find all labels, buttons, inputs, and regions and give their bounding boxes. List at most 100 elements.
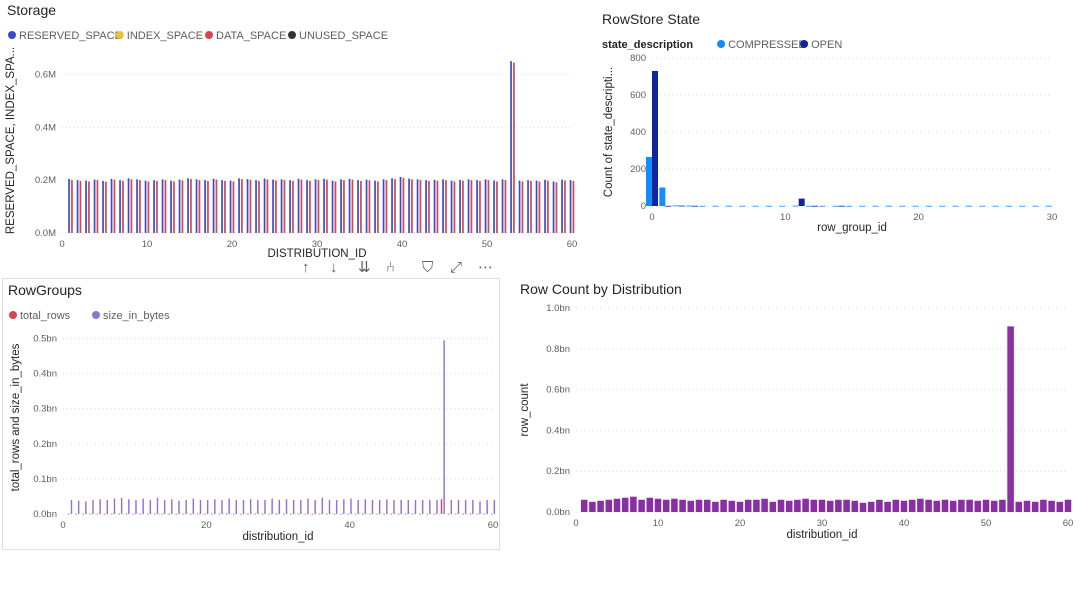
bar bbox=[589, 501, 596, 512]
bar bbox=[518, 180, 521, 233]
visual-header-toolbar: ↑ ↓ ⇊ ⑃ ⛉ ⤢ ⋯ bbox=[300, 258, 500, 280]
bar bbox=[347, 513, 350, 515]
bar bbox=[206, 499, 209, 514]
expand-hierarchy-icon[interactable]: ⑃ bbox=[386, 259, 396, 276]
y-axis-title: RESERVED_SPACE, INDEX_SPA... bbox=[5, 47, 17, 234]
focus-mode-icon[interactable]: ⤢ bbox=[450, 259, 463, 276]
bar bbox=[147, 181, 150, 233]
bar bbox=[357, 499, 359, 514]
bar bbox=[404, 513, 407, 515]
bar bbox=[1056, 501, 1064, 512]
storage-visual[interactable]: Storage RESERVED_SPACE INDEX_SPACE DATA_SPA… bbox=[0, 0, 585, 262]
bar bbox=[493, 180, 495, 233]
bar bbox=[335, 499, 338, 514]
bar bbox=[241, 179, 243, 233]
rowstore-state-visual[interactable]: RowStore State state_description COMPRESSE… bbox=[590, 0, 1090, 262]
bar bbox=[120, 497, 123, 514]
bar bbox=[806, 205, 812, 207]
bar bbox=[171, 499, 173, 514]
bar bbox=[106, 499, 109, 514]
bar bbox=[168, 513, 170, 515]
bar bbox=[323, 178, 325, 233]
bar bbox=[703, 499, 711, 512]
bar bbox=[280, 179, 283, 233]
bar bbox=[646, 156, 652, 206]
bar bbox=[982, 499, 990, 512]
bar bbox=[457, 499, 460, 514]
legend-item-total-rows: total_rows bbox=[9, 310, 71, 322]
legend-marker bbox=[92, 311, 100, 319]
y-tick-label: 400 bbox=[630, 127, 646, 138]
bar bbox=[838, 205, 845, 207]
bar bbox=[314, 499, 316, 514]
bar bbox=[917, 498, 924, 512]
bar bbox=[144, 180, 147, 233]
y-tick-label: 0.2bn bbox=[33, 439, 57, 450]
y-tick-label: 0.3bn bbox=[33, 404, 57, 415]
bar bbox=[687, 500, 695, 512]
legend-item-compressed: COMPRESSED bbox=[717, 39, 806, 51]
bar bbox=[321, 497, 324, 514]
bar bbox=[382, 179, 385, 233]
bar bbox=[278, 499, 281, 514]
bar bbox=[266, 179, 269, 233]
bar bbox=[400, 499, 402, 514]
x-axis-title: distribution_id bbox=[243, 531, 314, 543]
bar bbox=[412, 513, 414, 515]
legend-marker bbox=[288, 31, 296, 39]
bar bbox=[221, 499, 223, 514]
bar bbox=[333, 513, 335, 515]
bar bbox=[726, 205, 732, 207]
bar bbox=[467, 179, 470, 233]
bar bbox=[326, 179, 328, 233]
rowgroups-chart: RowGroups total_rows size_in_bytes 0.0bn 0.1… bbox=[8, 282, 499, 543]
expand-next-level-icon[interactable]: ⇊ bbox=[358, 259, 371, 276]
bar bbox=[939, 205, 946, 207]
legend-label: INDEX_SPACE bbox=[127, 30, 203, 42]
bar bbox=[139, 180, 141, 233]
legend-marker bbox=[800, 40, 809, 48]
row-count-visual[interactable]: Row Count by Distribution 0.0bn 0.2bn 0.4bn… bbox=[510, 278, 1090, 550]
bar bbox=[300, 179, 303, 233]
more-options-icon[interactable]: ⋯ bbox=[478, 259, 493, 276]
bar bbox=[876, 499, 883, 512]
y-tick-label: 0.1bn bbox=[33, 474, 57, 485]
bar bbox=[376, 513, 378, 515]
bar bbox=[118, 513, 120, 515]
bar bbox=[156, 497, 159, 514]
bar bbox=[933, 500, 941, 512]
y-tick-label: 0.4bn bbox=[546, 425, 570, 436]
legend-item-data-space: DATA_SPACE bbox=[205, 30, 286, 42]
bar bbox=[257, 499, 259, 514]
bar bbox=[462, 180, 464, 233]
bar bbox=[254, 513, 256, 515]
drill-down-icon[interactable]: ↓ bbox=[330, 259, 338, 276]
bar bbox=[199, 499, 202, 514]
bar bbox=[374, 180, 376, 233]
x-tick-label: 60 bbox=[488, 520, 499, 531]
x-tick-label: 0 bbox=[60, 520, 65, 531]
x-axis-title: row_group_id bbox=[817, 222, 887, 234]
bar bbox=[443, 340, 445, 514]
bar bbox=[867, 501, 875, 512]
legend-label: size_in_bytes bbox=[103, 310, 170, 322]
x-tick-label: 20 bbox=[201, 520, 212, 531]
filter-icon[interactable]: ⛉ bbox=[422, 259, 434, 276]
bar bbox=[348, 178, 351, 233]
bar bbox=[391, 178, 393, 233]
drill-up-icon[interactable]: ↑ bbox=[302, 259, 310, 276]
bar bbox=[261, 513, 264, 515]
rowgroups-visual[interactable]: RowGroups total_rows size_in_bytes 0.0bn 0.1… bbox=[2, 278, 500, 550]
y-tick-label: 0 bbox=[641, 201, 646, 212]
bar bbox=[662, 499, 670, 512]
bar bbox=[127, 178, 130, 233]
bar bbox=[445, 180, 447, 233]
bar bbox=[146, 513, 149, 515]
bar bbox=[547, 180, 549, 233]
bar bbox=[785, 500, 793, 512]
x-tick-label: 10 bbox=[780, 212, 791, 223]
bar bbox=[292, 180, 294, 233]
bar bbox=[802, 498, 809, 512]
bar bbox=[195, 179, 198, 233]
bar bbox=[318, 513, 321, 515]
